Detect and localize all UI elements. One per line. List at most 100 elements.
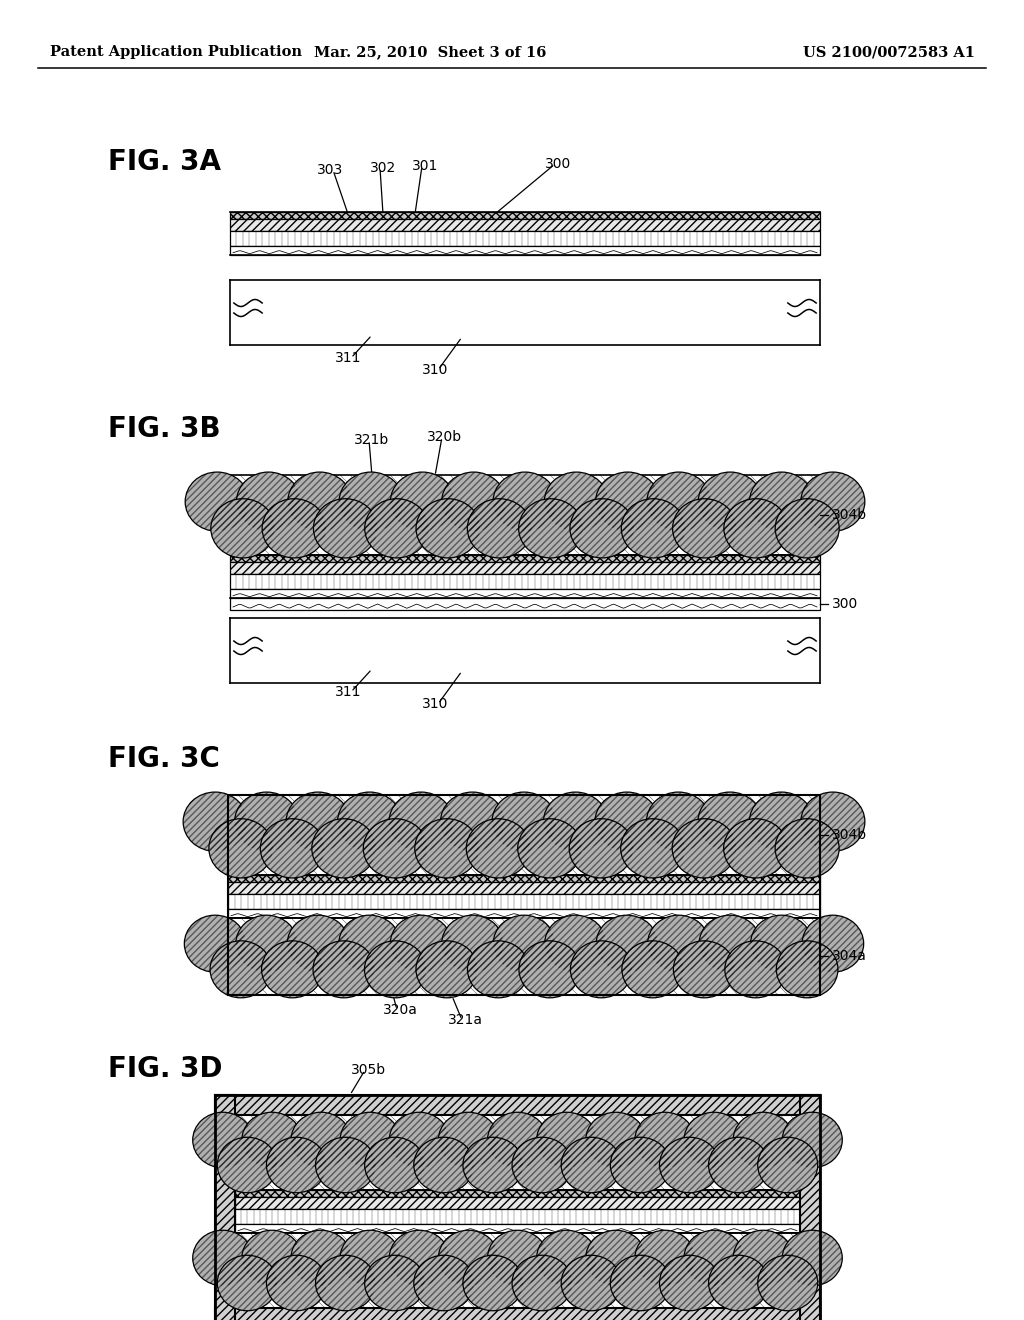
Ellipse shape — [440, 792, 505, 851]
Ellipse shape — [338, 792, 401, 851]
Ellipse shape — [487, 1230, 548, 1286]
Text: 304a: 304a — [831, 949, 867, 964]
Text: FIG. 3C: FIG. 3C — [108, 744, 220, 774]
Ellipse shape — [340, 1113, 400, 1168]
Bar — [228, 795, 820, 875]
Ellipse shape — [733, 1113, 794, 1168]
Ellipse shape — [389, 1113, 450, 1168]
Ellipse shape — [266, 1255, 327, 1311]
Text: 305b: 305b — [350, 1063, 386, 1077]
Ellipse shape — [288, 915, 349, 972]
Ellipse shape — [545, 915, 606, 972]
Ellipse shape — [236, 915, 297, 972]
Ellipse shape — [537, 1230, 597, 1286]
Text: 303: 303 — [316, 162, 343, 177]
Text: Patent Application Publication: Patent Application Publication — [50, 45, 302, 59]
Ellipse shape — [518, 818, 582, 878]
Ellipse shape — [313, 941, 375, 998]
Text: FIG. 3B: FIG. 3B — [108, 414, 220, 444]
Ellipse shape — [237, 473, 300, 531]
Text: 302: 302 — [370, 161, 396, 176]
Ellipse shape — [494, 915, 555, 972]
Text: 300: 300 — [545, 157, 571, 172]
Ellipse shape — [684, 1230, 744, 1286]
Bar — [230, 213, 820, 219]
Ellipse shape — [184, 915, 246, 972]
Ellipse shape — [416, 499, 480, 558]
Ellipse shape — [544, 792, 607, 851]
Ellipse shape — [416, 941, 477, 998]
Ellipse shape — [673, 499, 736, 558]
Bar — [230, 598, 820, 610]
Ellipse shape — [466, 818, 530, 878]
Ellipse shape — [622, 941, 683, 998]
Ellipse shape — [365, 499, 429, 558]
Ellipse shape — [242, 1230, 302, 1286]
Ellipse shape — [698, 792, 762, 851]
Ellipse shape — [537, 1113, 597, 1168]
Ellipse shape — [463, 1255, 523, 1311]
Ellipse shape — [389, 1230, 450, 1286]
Ellipse shape — [339, 473, 403, 531]
Ellipse shape — [262, 499, 326, 558]
Ellipse shape — [647, 915, 710, 972]
Ellipse shape — [291, 1230, 351, 1286]
Bar — [228, 882, 820, 894]
Ellipse shape — [519, 941, 581, 998]
Ellipse shape — [709, 1255, 769, 1311]
Ellipse shape — [512, 1255, 572, 1311]
Ellipse shape — [776, 941, 838, 998]
Bar — [234, 1191, 800, 1197]
Ellipse shape — [512, 1138, 572, 1193]
Ellipse shape — [782, 1230, 843, 1286]
Ellipse shape — [647, 473, 711, 531]
Ellipse shape — [415, 818, 479, 878]
Ellipse shape — [340, 1230, 400, 1286]
Ellipse shape — [487, 1113, 548, 1168]
Ellipse shape — [315, 1255, 376, 1311]
Ellipse shape — [389, 792, 453, 851]
Ellipse shape — [622, 499, 685, 558]
Ellipse shape — [286, 792, 350, 851]
Bar — [228, 909, 820, 917]
Ellipse shape — [234, 792, 299, 851]
Text: 300: 300 — [831, 597, 858, 611]
Ellipse shape — [438, 1230, 499, 1286]
Ellipse shape — [260, 818, 325, 878]
Ellipse shape — [288, 473, 352, 531]
Ellipse shape — [185, 473, 249, 531]
Ellipse shape — [414, 1255, 474, 1311]
Ellipse shape — [782, 1113, 843, 1168]
Ellipse shape — [802, 915, 863, 972]
Ellipse shape — [610, 1138, 671, 1193]
Text: 321a: 321a — [447, 1012, 482, 1027]
Ellipse shape — [390, 915, 452, 972]
Ellipse shape — [210, 941, 271, 998]
Ellipse shape — [595, 792, 659, 851]
Ellipse shape — [750, 473, 813, 531]
Ellipse shape — [365, 1255, 425, 1311]
Ellipse shape — [733, 1230, 794, 1286]
Text: 304b: 304b — [831, 828, 867, 842]
Ellipse shape — [758, 1138, 818, 1193]
Bar — [228, 795, 820, 995]
Bar — [230, 231, 820, 246]
Ellipse shape — [441, 473, 506, 531]
Ellipse shape — [339, 915, 400, 972]
Text: 301: 301 — [412, 158, 438, 173]
Ellipse shape — [561, 1255, 622, 1311]
Text: 311: 311 — [335, 685, 361, 700]
Ellipse shape — [414, 1138, 474, 1193]
Text: 310: 310 — [422, 697, 449, 711]
Ellipse shape — [751, 915, 812, 972]
Ellipse shape — [698, 473, 762, 531]
Text: FIG. 3A: FIG. 3A — [108, 148, 221, 176]
Ellipse shape — [312, 818, 376, 878]
Ellipse shape — [390, 473, 455, 531]
Ellipse shape — [211, 499, 274, 558]
Ellipse shape — [193, 1113, 253, 1168]
Ellipse shape — [635, 1230, 695, 1286]
Ellipse shape — [438, 1113, 499, 1168]
Bar — [234, 1115, 800, 1191]
Ellipse shape — [659, 1138, 720, 1193]
